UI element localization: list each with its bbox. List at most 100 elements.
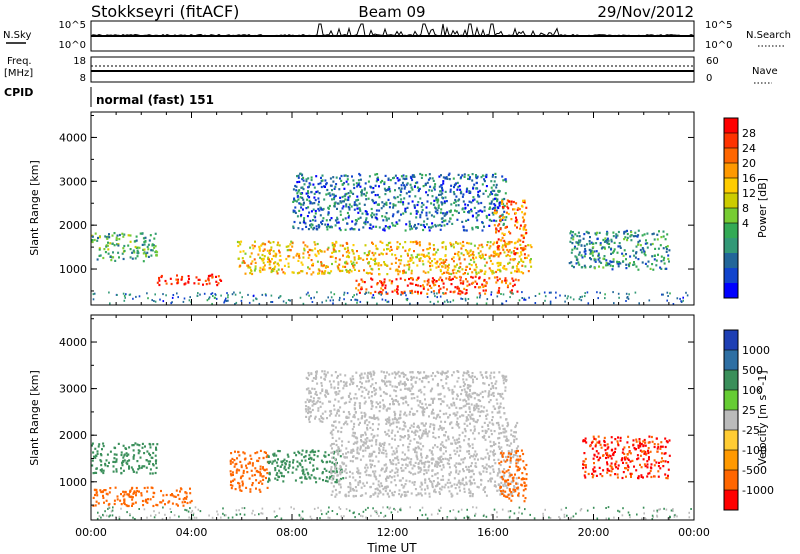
echo-cell: [381, 215, 384, 218]
echo-cell: [519, 251, 522, 254]
echo-cell: [382, 493, 385, 496]
echo-cell: [577, 261, 580, 264]
echo-cell: [485, 414, 487, 417]
echo-cell: [436, 465, 439, 468]
echo-cell: [651, 255, 654, 258]
echo-cell: [428, 492, 431, 495]
echo-cell: [444, 176, 447, 179]
echo-cell: [402, 174, 405, 177]
echo-cell: [296, 215, 299, 218]
echo-cell: [481, 245, 484, 249]
echo-cell: [439, 409, 442, 412]
echo-cell: [516, 290, 519, 293]
echo-cell: [370, 466, 372, 469]
echo-cell: [407, 457, 410, 460]
echo-cell: [662, 235, 665, 238]
echo-cell: [333, 205, 336, 208]
echo-cell: [99, 469, 102, 472]
echo-cell: [93, 488, 96, 491]
echo-cell: [428, 403, 431, 407]
echo-cell: [350, 397, 353, 401]
echo-cell: [329, 475, 332, 478]
echo-cell: [370, 399, 373, 403]
echo-cell: [385, 371, 388, 374]
echo-cell: [236, 457, 238, 460]
echo-cell: [122, 247, 125, 250]
echo-cell: [496, 193, 499, 197]
echo-cell: [464, 203, 467, 206]
echo-cell: [92, 496, 95, 499]
echo-cell: [462, 280, 465, 283]
echo-cell: [462, 240, 465, 244]
echo-cell: [378, 442, 381, 445]
echo-cell: [443, 224, 446, 227]
echo-cell: [331, 461, 334, 464]
echo-cell: [331, 443, 334, 446]
echo-cell: [318, 209, 321, 212]
echo-cell: [394, 189, 396, 192]
echo-cell: [266, 249, 269, 252]
echo-cell: [494, 382, 497, 385]
echo-cell: [480, 176, 483, 179]
echo-cell: [112, 465, 115, 468]
echo-cell: [417, 276, 420, 279]
echo-cell: [358, 172, 361, 176]
echo-cell: [469, 410, 471, 413]
echo-cell: [121, 252, 124, 255]
echo-cell: [305, 468, 308, 471]
echo-cell: [374, 173, 377, 176]
echo-cell: [465, 291, 468, 295]
echo-cell: [262, 475, 265, 478]
echo-cell: [147, 255, 150, 258]
echo-cell: [360, 287, 363, 290]
echo-cell: [503, 210, 506, 213]
echo-cell: [405, 383, 407, 386]
echo-cell: [409, 439, 412, 442]
echo-cell: [510, 251, 513, 254]
echo-cell: [180, 488, 183, 491]
echo-cell: [610, 240, 613, 243]
echo-cell: [489, 399, 492, 402]
echo-cell: [140, 494, 143, 497]
echo-cell: [665, 246, 668, 249]
echo-cell: [467, 443, 470, 446]
echo-cell: [352, 266, 355, 269]
echo-cell: [390, 446, 393, 449]
echo-cell: [317, 197, 320, 200]
echo-cell: [422, 263, 425, 266]
echo-cell: [369, 385, 372, 388]
echo-cell: [332, 451, 334, 454]
echo-cell: [459, 398, 462, 401]
echo-cell: [321, 265, 324, 268]
echo-cell: [234, 450, 236, 453]
echo-cell: [396, 386, 398, 389]
echo-cell: [185, 497, 188, 500]
echo-cell: [385, 455, 388, 458]
echo-cell: [359, 300, 362, 303]
echo-cell: [667, 254, 670, 257]
echo-cell: [349, 470, 351, 473]
echo-cell: [307, 406, 310, 409]
echo-cell: [666, 299, 668, 302]
echo-cell: [400, 291, 403, 294]
echo-cell: [401, 463, 404, 467]
echo-cell: [411, 377, 414, 380]
echo-cell: [505, 254, 508, 258]
echo-cell: [466, 280, 469, 283]
echo-cell: [442, 212, 444, 215]
echo-cell: [231, 457, 234, 460]
echo-cell: [464, 428, 467, 431]
echo-cell: [479, 473, 482, 476]
echo-cell: [410, 272, 413, 275]
echo-cell: [425, 214, 428, 217]
echo-cell: [365, 210, 368, 214]
echo-cell: [443, 445, 445, 448]
echo-cell: [502, 206, 505, 209]
echo-cell: [487, 457, 490, 460]
echo-cell: [459, 279, 462, 282]
echo-cell: [302, 252, 305, 255]
echo-cell: [507, 439, 510, 442]
echo-cell: [383, 182, 386, 186]
echo-cell: [455, 195, 458, 198]
echo-cell: [410, 186, 413, 189]
